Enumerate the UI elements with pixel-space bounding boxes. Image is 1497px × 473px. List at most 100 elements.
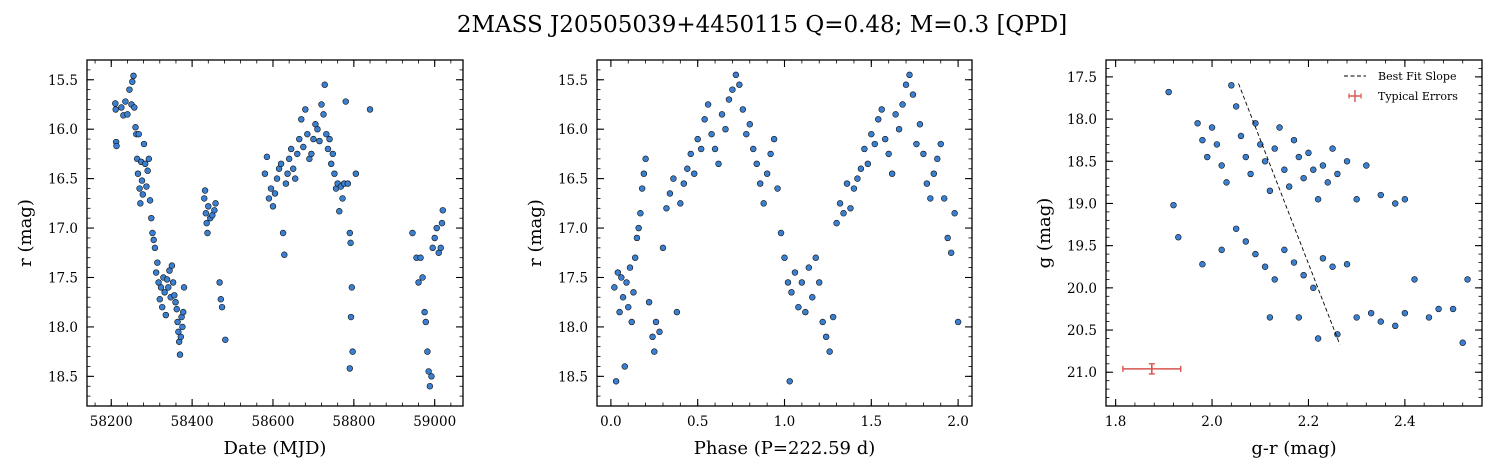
data-point: [211, 207, 218, 214]
data-point: [687, 150, 694, 158]
data-point: [1425, 314, 1433, 321]
data-point: [1314, 335, 1322, 342]
data-point: [750, 145, 757, 153]
data-point: [1175, 234, 1182, 241]
data-point: [163, 276, 171, 283]
data-points: [112, 72, 446, 390]
data-point: [1261, 263, 1269, 270]
data-point: [329, 150, 337, 158]
data-point: [684, 165, 691, 172]
data-point: [694, 135, 701, 143]
data-point: [1285, 183, 1293, 190]
y-tick-label: 21.0: [1067, 365, 1097, 381]
data-point: [885, 150, 892, 158]
data-point: [172, 299, 179, 306]
data-point: [302, 106, 309, 113]
y-tick-label: 17.5: [48, 270, 78, 286]
data-point: [941, 195, 948, 202]
data-point: [663, 205, 670, 212]
data-point: [308, 150, 315, 158]
data-point: [422, 318, 430, 326]
data-point: [144, 167, 151, 174]
data-point: [149, 229, 156, 237]
data-point: [633, 234, 641, 242]
data-point: [718, 111, 726, 118]
data-point: [180, 284, 188, 291]
y-tick-label: 15.5: [48, 73, 78, 89]
light-curve-panel: 58200 58400 58600 58800 59000 15.5 16.0 16.5 17.…: [15, 59, 464, 459]
data-point: [203, 219, 210, 227]
data-point: [619, 294, 627, 301]
data-point: [809, 294, 816, 301]
data-point: [1266, 314, 1274, 321]
data-point: [861, 145, 868, 153]
data-point: [352, 170, 360, 177]
data-point: [135, 130, 142, 138]
data-point: [202, 210, 210, 217]
data-point: [1401, 196, 1409, 203]
data-point: [294, 150, 301, 158]
data-point: [1232, 103, 1240, 110]
data-point: [339, 195, 346, 202]
phased-light-curve-panel: 0.0 0.5 1.0 1.5 2.0 15.5 16.0 16.5 17.0 17.5 18.0 1…: [525, 59, 973, 459]
data-point: [1353, 314, 1360, 321]
data-point: [1218, 246, 1225, 254]
data-point: [1276, 124, 1283, 131]
data-point: [1223, 179, 1230, 186]
data-point: [812, 254, 819, 261]
data-point: [767, 150, 774, 158]
data-point: [1199, 261, 1206, 268]
data-point: [157, 284, 165, 291]
data-point: [888, 170, 896, 177]
data-point: [162, 311, 170, 319]
data-point: [137, 200, 144, 207]
data-point: [292, 175, 299, 182]
legend-label: Typical Errors: [1378, 90, 1458, 103]
data-point: [802, 308, 809, 316]
x-tick-label: 2.2: [1298, 414, 1319, 430]
data-point: [626, 264, 634, 271]
data-point: [840, 210, 847, 217]
data-point: [132, 124, 139, 131]
data-point: [857, 165, 865, 172]
data-point: [347, 313, 355, 321]
data-point: [327, 160, 335, 168]
plot-frame: [1105, 59, 1483, 407]
data-point: [649, 333, 656, 340]
x-tick-label: 58200: [90, 414, 133, 430]
data-point: [304, 130, 311, 138]
data-point: [788, 289, 795, 296]
data-point: [864, 160, 872, 168]
data-point: [656, 328, 663, 336]
data-point: [1281, 246, 1288, 254]
data-point: [892, 111, 899, 118]
data-point: [954, 318, 962, 326]
data-point: [944, 234, 951, 242]
data-point: [871, 140, 878, 148]
data-point: [899, 101, 906, 108]
data-point: [784, 279, 792, 286]
data-point: [1334, 331, 1341, 338]
data-point: [1353, 196, 1360, 203]
data-point: [277, 160, 285, 168]
data-point: [652, 318, 660, 326]
data-point: [165, 284, 172, 291]
data-point: [438, 219, 446, 227]
data-point: [1204, 153, 1211, 161]
data-point: [216, 279, 223, 286]
data-point: [930, 170, 938, 177]
x-tick-label: 58800: [332, 414, 375, 430]
data-point: [222, 336, 229, 343]
data-point: [433, 224, 440, 232]
y-tick-label: 16.5: [558, 172, 588, 188]
x-tick-label: 0.5: [687, 414, 708, 430]
y-axis-label: r (mag): [525, 199, 546, 267]
data-point: [138, 177, 146, 184]
data-point: [795, 303, 802, 311]
y-tick-label: 18.0: [48, 320, 78, 336]
data-point: [878, 106, 885, 113]
data-point: [201, 195, 208, 202]
data-point: [612, 378, 620, 385]
data-point: [1464, 276, 1471, 283]
data-point: [770, 135, 778, 143]
